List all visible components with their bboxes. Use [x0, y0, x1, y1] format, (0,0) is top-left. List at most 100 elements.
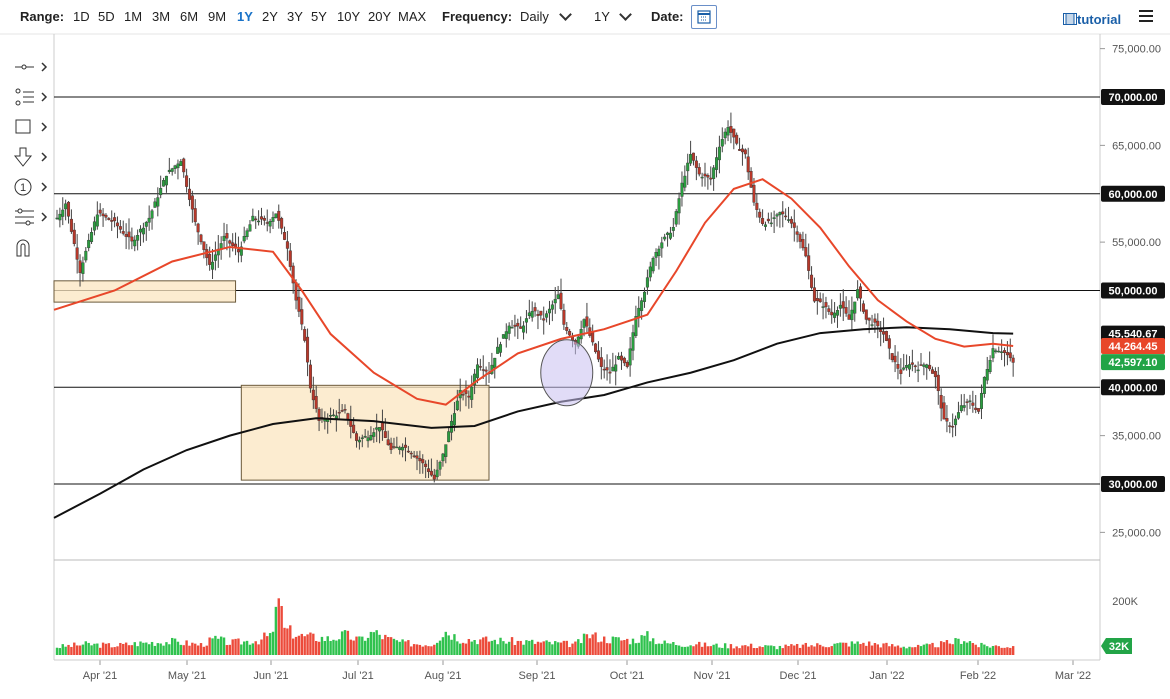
circle-annotation-shape[interactable]	[540, 339, 594, 407]
volume-bar	[438, 640, 442, 655]
range-button-1y[interactable]: 1Y	[237, 9, 253, 24]
date-label: Date:	[651, 9, 684, 24]
volume-bar	[55, 647, 59, 655]
candle-body	[360, 437, 364, 439]
volume-bar	[873, 643, 877, 655]
candle-body	[225, 233, 229, 239]
range-button-1m[interactable]: 1M	[124, 9, 143, 24]
candle-body	[271, 217, 275, 222]
range-button-1d[interactable]: 1D	[73, 9, 90, 24]
volume-bar	[427, 646, 430, 655]
candle-body	[700, 176, 704, 179]
range-button-3m[interactable]: 3M	[152, 9, 171, 24]
trendline-icon[interactable]	[12, 86, 48, 108]
candle-body	[666, 232, 670, 235]
volume-bar	[556, 642, 560, 655]
arrow-down-icon[interactable]	[12, 146, 48, 168]
volume-bar	[680, 646, 684, 655]
volume-bar	[424, 645, 427, 655]
candle-body	[139, 228, 143, 233]
rectangle-icon[interactable]	[12, 116, 48, 138]
candle-body	[545, 313, 549, 318]
volume-bar	[856, 641, 859, 655]
calendar-button[interactable]	[691, 5, 717, 29]
volume-bar	[879, 647, 882, 655]
volume-bar	[876, 644, 879, 655]
candle-body	[533, 307, 537, 312]
volume-bar	[435, 642, 439, 655]
range-button-6m[interactable]: 6M	[180, 9, 199, 24]
candle-body	[306, 336, 310, 363]
candle-body	[594, 343, 598, 353]
magnet-icon[interactable]	[12, 236, 48, 258]
volume-bar	[916, 644, 920, 655]
volume-bar	[611, 636, 615, 655]
volume-bar	[723, 643, 727, 655]
volume-bar	[510, 637, 514, 655]
volume-bar	[147, 644, 151, 655]
highlight-box[interactable]	[53, 280, 237, 303]
volume-bar	[689, 645, 692, 655]
volume-bar	[908, 646, 911, 655]
candle-body	[723, 131, 727, 139]
level-tag	[1101, 89, 1165, 105]
range-button-10y[interactable]: 10Y	[337, 9, 361, 24]
crosshair-icon[interactable]	[12, 56, 48, 78]
candle-body	[841, 301, 845, 309]
volume-bar	[171, 637, 174, 655]
volume-bar	[173, 638, 177, 655]
volume-bar	[156, 643, 159, 655]
range-button-5d[interactable]: 5D	[98, 9, 115, 24]
level-tag-label: 50,000.00	[1109, 286, 1158, 298]
volume-bar	[706, 646, 710, 655]
candle-body	[159, 188, 163, 196]
candle-body	[190, 195, 194, 210]
volume-bar	[248, 644, 252, 655]
price-tag	[1101, 354, 1165, 371]
volume-bar	[559, 642, 563, 655]
range-button-2y[interactable]: 2Y	[262, 9, 278, 24]
tutorial-link[interactable]: tutorial	[1063, 12, 1121, 27]
candle-body	[418, 458, 422, 462]
volume-bar	[398, 641, 401, 655]
candle-body	[979, 392, 983, 409]
volume-bar	[755, 648, 759, 655]
candles	[55, 112, 1015, 483]
range-button-20y[interactable]: 20Y	[368, 9, 392, 24]
volume-bar	[317, 641, 321, 655]
volume-bar	[925, 643, 928, 655]
candle-body	[991, 348, 995, 359]
candle-body	[617, 356, 621, 360]
candle-body	[556, 294, 560, 299]
volume-bar	[303, 636, 306, 655]
range-button-max[interactable]: MAX	[398, 9, 427, 24]
period-select[interactable]: 1Y	[594, 9, 610, 24]
candle-body	[164, 175, 168, 186]
candle-body	[352, 424, 356, 433]
volume-bar	[934, 647, 937, 655]
volume-bar	[179, 644, 183, 655]
x-axis-gridlines	[99, 660, 1074, 665]
candle-body	[280, 218, 284, 229]
volume-bar	[300, 633, 303, 655]
hamburger-menu-icon[interactable]	[1139, 10, 1153, 22]
range-button-9m[interactable]: 9M	[208, 9, 227, 24]
fibonacci-icon[interactable]	[12, 206, 48, 228]
candle-body	[421, 459, 425, 464]
candle-body	[931, 369, 935, 374]
candle-body	[605, 367, 609, 371]
candle-body	[985, 368, 989, 381]
volume-bar	[291, 638, 295, 655]
volume-bar	[588, 638, 591, 655]
frequency-select[interactable]: Daily	[520, 9, 549, 24]
volume-bar	[608, 643, 612, 655]
candle-body	[196, 223, 200, 233]
range-button-5y[interactable]: 5Y	[311, 9, 327, 24]
range-button-3y[interactable]: 3Y	[287, 9, 303, 24]
volume-bar	[1006, 647, 1009, 655]
volume-bar	[738, 648, 741, 655]
candle-body	[285, 241, 289, 249]
numbered-marker-icon[interactable]: 1	[12, 176, 48, 198]
volume-bar	[591, 634, 594, 655]
